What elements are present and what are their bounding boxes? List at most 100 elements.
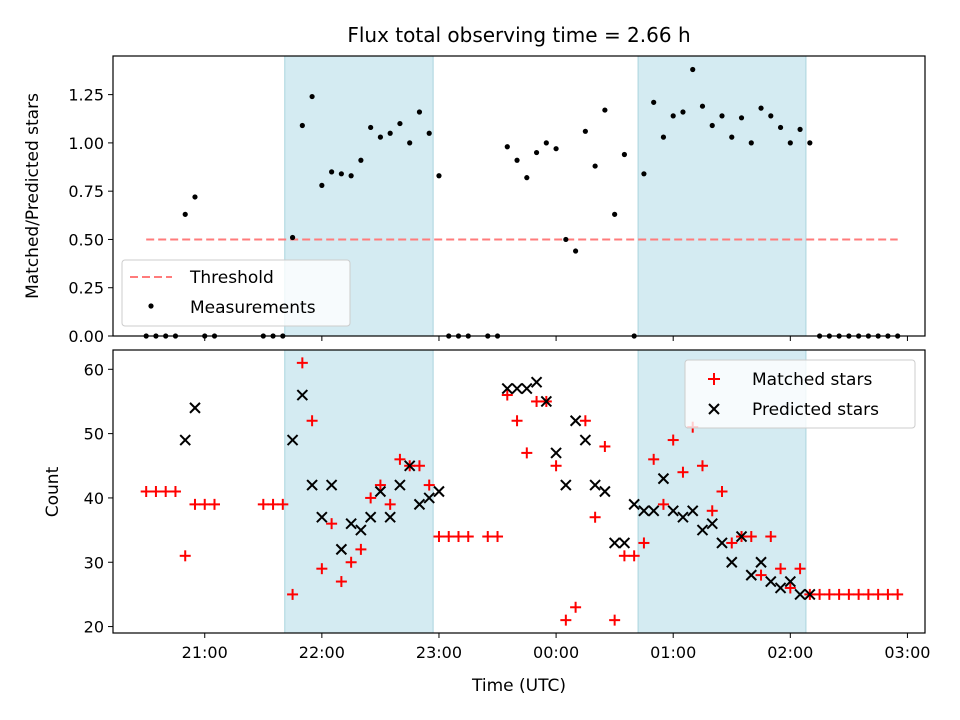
matched-star-point [394,453,406,465]
top-plot-marks [143,66,901,339]
matched-star-point [531,395,543,407]
matched-star-point [550,460,562,472]
matched-star-point [589,511,601,523]
predicted-star-point [687,505,699,517]
predicted-star-point [569,415,582,427]
y-tick-label: 1.25 [68,86,104,105]
measurement-point [387,130,393,136]
matched-star-point [277,498,289,510]
matched-star-point [189,498,201,510]
y-tick-label: 0.25 [68,279,104,298]
matched-star-point [179,550,191,562]
measurement-point [797,126,803,132]
shaded-span-2 [637,55,807,337]
x-tick-label: 23:00 [416,643,462,662]
predicted-star-point [394,479,406,491]
legend-measurements-label: Measurements [190,298,316,318]
top-y-axis-ticks: 0.00 0.25 0.50 0.75 1.00 1.25 [68,86,113,346]
matched-star-point [618,550,630,562]
measurement-point [670,113,676,119]
predicted-star-point [530,376,543,388]
measurement-point [563,236,569,243]
y-tick-label: 0.75 [68,182,104,201]
predicted-star-point [355,524,367,536]
predicted-star-point [618,537,631,549]
matched-star-point [306,415,318,427]
predicted-star-point [638,505,650,517]
matched-star-point [296,357,308,369]
matched-star-point [814,588,826,600]
measurement-point [416,109,423,115]
measurement-point [436,173,442,179]
matched-star-point [560,614,572,626]
matched-star-point [365,492,377,504]
x-tick-label: 01:00 [650,643,696,662]
y-tick-label: 50 [84,425,104,444]
measurement-point [690,66,696,73]
measurement-point [758,105,764,111]
measurement-point [699,103,706,109]
matched-star-point [150,486,162,497]
predicted-star-point [745,569,757,581]
predicted-star-point [696,524,709,536]
matched-star-point [628,550,640,562]
predicted-star-point [735,530,748,543]
matched-star-point [452,531,464,543]
legend-matched-swatch [708,373,720,385]
predicted-star-point [706,517,718,530]
measurement-point [748,140,754,146]
matched-star-point [638,537,650,549]
matched-star-point [140,486,152,497]
matched-star-point [716,486,728,497]
matched-star-point [784,582,796,594]
x-tick-label: 22:00 [299,643,345,662]
legend-predicted-label: Predicted stars [752,400,879,420]
bottom-y-axis-label: Count [43,466,63,517]
matched-star-point [667,434,679,446]
measurement-point [533,149,540,156]
measurement-point [407,140,413,146]
matched-star-point [482,531,494,543]
matched-star-point [267,498,279,510]
predicted-star-point [384,511,396,523]
measurement-point [299,122,305,129]
matched-star-point [755,569,767,581]
y-tick-label: 0.50 [68,230,104,249]
matched-star-point [257,498,269,510]
top-panel: 0.00 0.25 0.50 0.75 1.00 1.25 Flux total obse… [23,23,926,346]
predicted-star-point [589,479,601,491]
matched-star-point [609,614,621,626]
predicted-star-point [521,382,533,395]
predicted-star-point [189,402,201,414]
measurement-point [787,140,793,146]
matched-star-point [384,498,396,510]
matched-star-point [160,486,172,497]
measurement-point [338,171,344,177]
measurement-point [641,171,647,177]
matched-star-point [872,588,884,600]
top-y-axis-label: Matched/Predicted stars [23,93,43,299]
matched-star-point [657,498,669,510]
predicted-star-point [413,498,426,511]
bottom-y-axis-ticks: 20 30 40 50 60 [84,360,113,637]
x-tick-label: 21:00 [182,643,228,662]
measurement-point [553,146,559,152]
predicted-star-point [657,472,670,485]
matched-star-point [462,531,474,543]
measurement-point [612,211,618,217]
predicted-star-point [716,537,728,549]
predicted-star-point [374,485,387,498]
measurement-point [680,109,686,115]
top-legend: Threshold Measurements [121,259,351,327]
measurement-point [543,140,549,146]
predicted-star-point [667,505,679,517]
predicted-star-point [296,389,309,401]
measurement-point [192,194,198,200]
matched-star-point [570,601,582,613]
y-tick-label: 30 [84,553,104,572]
y-tick-label: 20 [84,618,104,637]
measurement-point [504,144,510,150]
measurement-point [807,140,813,146]
matched-star-point [511,415,523,427]
predicted-star-point [316,511,328,523]
